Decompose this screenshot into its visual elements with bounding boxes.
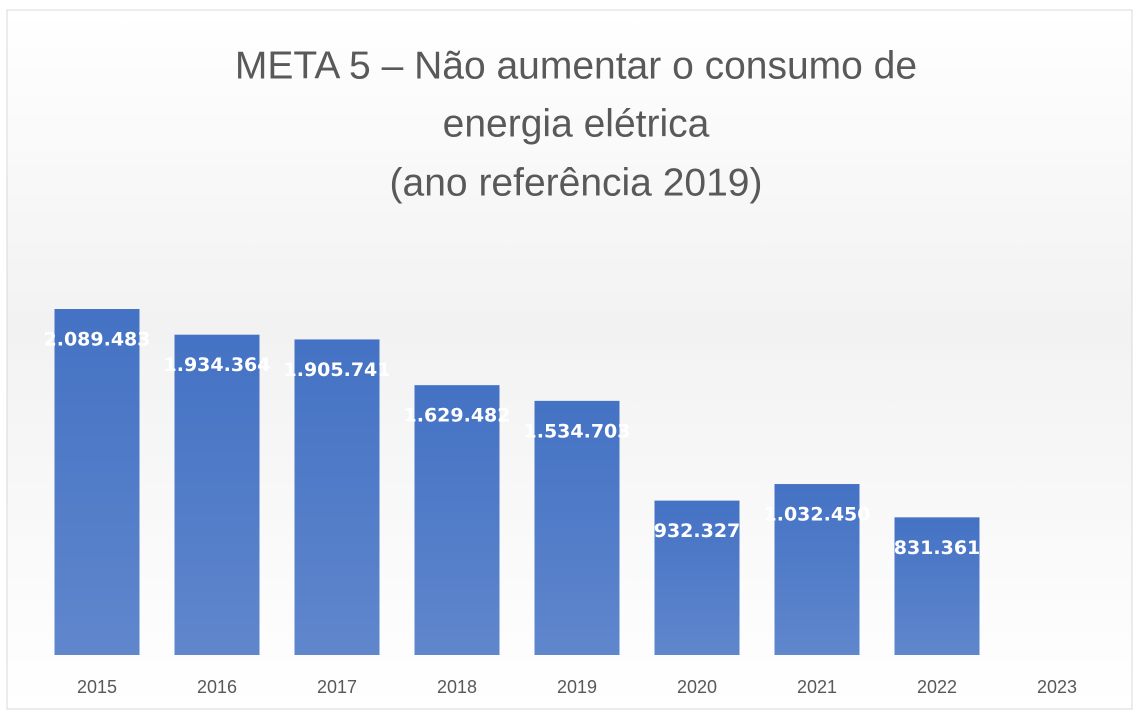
data-label: 1.905.741: [284, 359, 391, 381]
bar: [654, 500, 740, 655]
bar: [174, 334, 260, 655]
data-label: 932.327: [654, 520, 741, 542]
data-label: 2.089.483: [44, 329, 151, 351]
data-label: 1.629.482: [404, 405, 511, 427]
x-tick-label: 2019: [557, 677, 597, 697]
x-tick-label: 2020: [677, 677, 717, 697]
bar: [534, 400, 620, 655]
bar: [774, 484, 860, 655]
bar: [294, 339, 380, 655]
bar: [414, 385, 500, 655]
data-label: 1.032.450: [764, 504, 871, 526]
data-label: 831.361: [894, 537, 981, 559]
data-label: 1.934.364: [164, 354, 271, 376]
bar: [54, 309, 140, 655]
chart-title: META 5 – Não aumentar o consumo de: [235, 44, 917, 87]
bar: [894, 517, 980, 655]
x-tick-label: 2021: [797, 677, 837, 697]
x-tick-label: 2015: [77, 677, 117, 697]
x-tick-label: 2022: [917, 677, 957, 697]
x-tick-label: 2023: [1037, 677, 1077, 697]
data-label: 1.534.703: [524, 420, 631, 442]
x-tick-label: 2017: [317, 677, 357, 697]
chart-title: (ano referência 2019): [390, 161, 763, 204]
x-tick-label: 2018: [437, 677, 477, 697]
x-tick-label: 2016: [197, 677, 237, 697]
chart-title: energia elétrica: [443, 102, 710, 145]
